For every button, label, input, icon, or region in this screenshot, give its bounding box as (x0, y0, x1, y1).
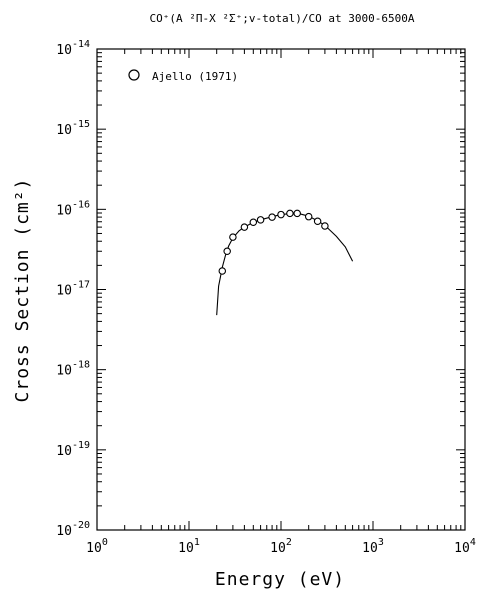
plot-border (96, 48, 466, 531)
data-point (249, 218, 258, 227)
data-point (240, 223, 249, 231)
data-point (223, 247, 231, 256)
data-point (229, 233, 237, 241)
x-axis-label: Energy (eV) (215, 569, 345, 590)
x-tick-label: 100 (86, 537, 108, 556)
legend-label-ajello: Ajello (1971) (152, 70, 238, 83)
y-tick-label: 10-15 (56, 119, 90, 138)
data-point (313, 217, 322, 226)
data-point (304, 212, 313, 221)
x-tick-label: 102 (270, 537, 292, 556)
y-tick-label: 10-14 (56, 39, 90, 58)
data-point (293, 209, 301, 218)
legend: Ajello (1971) (128, 69, 238, 83)
x-axis-ticks (96, 49, 466, 530)
y-tick-label: 10-16 (56, 199, 90, 218)
data-point (218, 267, 227, 275)
y-tick-label: 10-18 (56, 360, 90, 379)
y-axis-label: Cross Section (cm²) (12, 178, 33, 403)
data-point (321, 222, 329, 230)
x-tick-label: 103 (362, 537, 384, 556)
y-axis-ticks (97, 48, 465, 531)
y-axis-tick-labels: 10-20 10-19 10-18 10-17 10-16 10-15 10-14 (56, 39, 90, 539)
x-tick-label: 104 (454, 537, 476, 556)
data-point (277, 210, 285, 219)
y-tick-label: 10-20 (56, 520, 90, 539)
fit-curve-series (216, 212, 354, 316)
plot-frame (96, 48, 466, 531)
chart-title: CO⁺(A ²Π-X ²Σ⁺;v-total)/CO at 3000-6500A (150, 12, 415, 25)
ajello-data-series (218, 209, 329, 275)
data-point (256, 216, 265, 224)
fit-curve-line (216, 212, 354, 316)
legend-marker-open-circle (128, 69, 140, 81)
data-point (268, 213, 276, 221)
x-tick-label: 101 (178, 537, 200, 556)
x-axis-tick-labels: 100 101 102 103 104 (86, 537, 476, 556)
y-tick-label: 10-19 (56, 440, 90, 459)
y-tick-label: 10-17 (56, 280, 90, 299)
data-point (286, 209, 294, 218)
